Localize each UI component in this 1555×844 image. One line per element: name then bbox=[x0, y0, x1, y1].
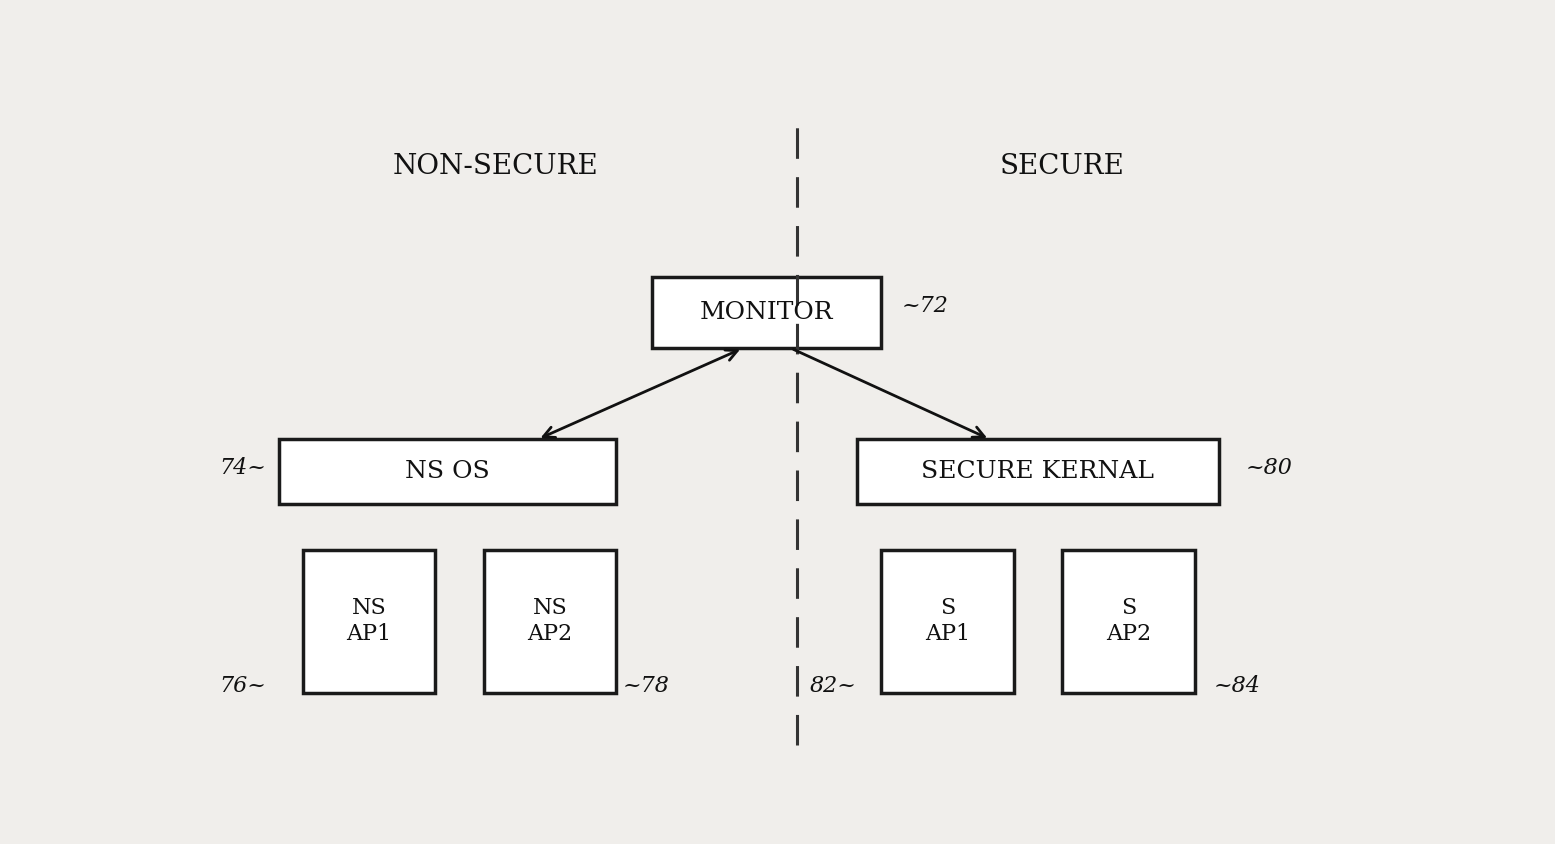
Text: 76~: 76~ bbox=[219, 675, 266, 697]
Text: S
AP1: S AP1 bbox=[925, 598, 970, 645]
Text: 74~: 74~ bbox=[219, 457, 266, 479]
Text: NS
AP1: NS AP1 bbox=[347, 598, 392, 645]
Bar bbox=[653, 277, 882, 349]
Text: ~78: ~78 bbox=[624, 675, 670, 697]
Bar bbox=[882, 549, 1014, 693]
Text: S
AP2: S AP2 bbox=[1106, 598, 1151, 645]
Text: ~84: ~84 bbox=[1213, 675, 1260, 697]
Bar bbox=[1062, 549, 1194, 693]
Text: NS
AP2: NS AP2 bbox=[527, 598, 572, 645]
Text: ~72: ~72 bbox=[902, 295, 949, 317]
Text: MONITOR: MONITOR bbox=[700, 301, 833, 324]
Bar bbox=[303, 549, 435, 693]
Bar bbox=[278, 439, 616, 504]
Text: NON-SECURE: NON-SECURE bbox=[393, 153, 599, 180]
Text: SECURE KERNAL: SECURE KERNAL bbox=[922, 460, 1154, 484]
Text: 82~: 82~ bbox=[810, 675, 857, 697]
Bar bbox=[857, 439, 1219, 504]
Text: NS OS: NS OS bbox=[404, 460, 490, 484]
Bar bbox=[484, 549, 616, 693]
Text: ~80: ~80 bbox=[1246, 457, 1292, 479]
Text: SECURE: SECURE bbox=[1000, 153, 1124, 180]
